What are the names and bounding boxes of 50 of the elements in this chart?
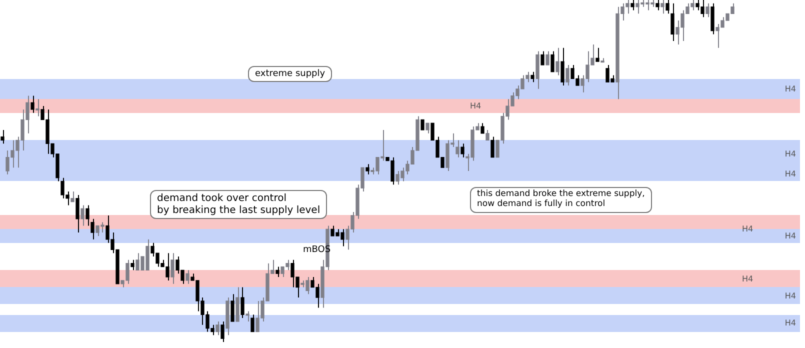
band-label: H4 (784, 84, 796, 94)
candlestick (250, 314, 254, 332)
candlestick (656, 0, 660, 11)
annotation: mBOS (303, 245, 331, 255)
candlestick (670, 2, 674, 42)
candlestick (246, 310, 250, 322)
candlestick (366, 164, 370, 175)
candlestick (480, 122, 484, 134)
candlestick (530, 71, 534, 83)
candlestick (630, 0, 634, 11)
candlestick (0, 129, 4, 144)
band-label: H4 (784, 170, 796, 179)
candlestick (460, 143, 464, 158)
candlestick (36, 98, 40, 117)
candlestick (130, 259, 134, 271)
candlestick (540, 50, 544, 66)
band-label: H4 (784, 318, 796, 328)
candlestick (30, 95, 34, 114)
band-label: H4 (784, 291, 796, 300)
candlestick (666, 0, 670, 14)
candlestick (70, 191, 74, 202)
candlestick (546, 50, 550, 66)
candlestick (596, 47, 600, 62)
candlestick (556, 47, 560, 76)
band-label: H4 (742, 274, 754, 284)
annotation: demand took over control by breaking the last supply level (150, 190, 328, 219)
candlestick (80, 204, 84, 226)
candlestick (76, 194, 80, 234)
candlestick (550, 50, 554, 72)
band-label: H4 (784, 149, 796, 158)
candlestick (216, 320, 220, 336)
candlestick (230, 294, 234, 322)
band-label: H4 (470, 102, 482, 110)
annotation: extreme supply (248, 66, 332, 82)
candlestick (170, 252, 174, 284)
candlestick (490, 136, 494, 158)
candlestick (706, 2, 710, 18)
candlestick (240, 286, 244, 319)
annotation: this demand broke the extreme supply, now demand is fully in control (470, 187, 652, 213)
candlestick (186, 270, 190, 284)
band-label: H4 (742, 224, 754, 234)
candlestick (420, 119, 424, 130)
candlestick (426, 122, 430, 134)
band-label: H4 (784, 231, 796, 240)
candlestick (660, 0, 664, 14)
candlestick (220, 320, 224, 342)
candlestick (276, 266, 280, 278)
candlestick (560, 47, 564, 86)
candlestick (486, 129, 490, 141)
candlestick (566, 64, 570, 86)
